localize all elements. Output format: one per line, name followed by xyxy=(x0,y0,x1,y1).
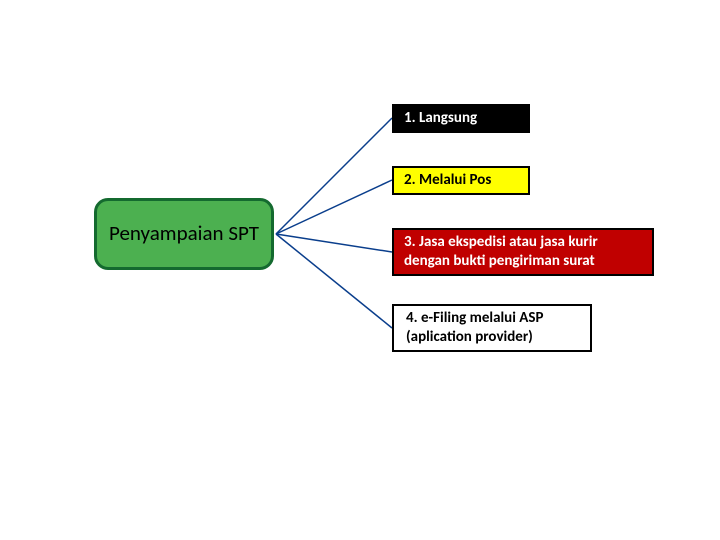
connector-line-3 xyxy=(276,234,392,252)
child-label: 4. e-Filing melalui ASP (aplication prov… xyxy=(406,309,543,347)
child-node-2: 2. Melalui Pos xyxy=(392,166,530,195)
child-node-1: 1. Langsung xyxy=(392,104,530,133)
diagram-canvas: Penyampaian SPT 1. Langsung 2. Melalui Po… xyxy=(0,0,720,540)
connector-line-2 xyxy=(276,180,392,234)
connector-line-4 xyxy=(276,234,392,328)
connector-line-1 xyxy=(276,118,392,234)
child-node-4: 4. e-Filing melalui ASP (aplication prov… xyxy=(392,304,592,352)
root-node: Penyampaian SPT xyxy=(94,198,274,270)
child-label: 2. Melalui Pos xyxy=(404,171,491,190)
child-label: 3. Jasa ekspedisi atau jasa kurir dengan… xyxy=(404,233,598,271)
child-label: 1. Langsung xyxy=(404,109,477,128)
child-node-3: 3. Jasa ekspedisi atau jasa kurir dengan… xyxy=(392,228,654,276)
root-label: Penyampaian SPT xyxy=(109,221,259,246)
